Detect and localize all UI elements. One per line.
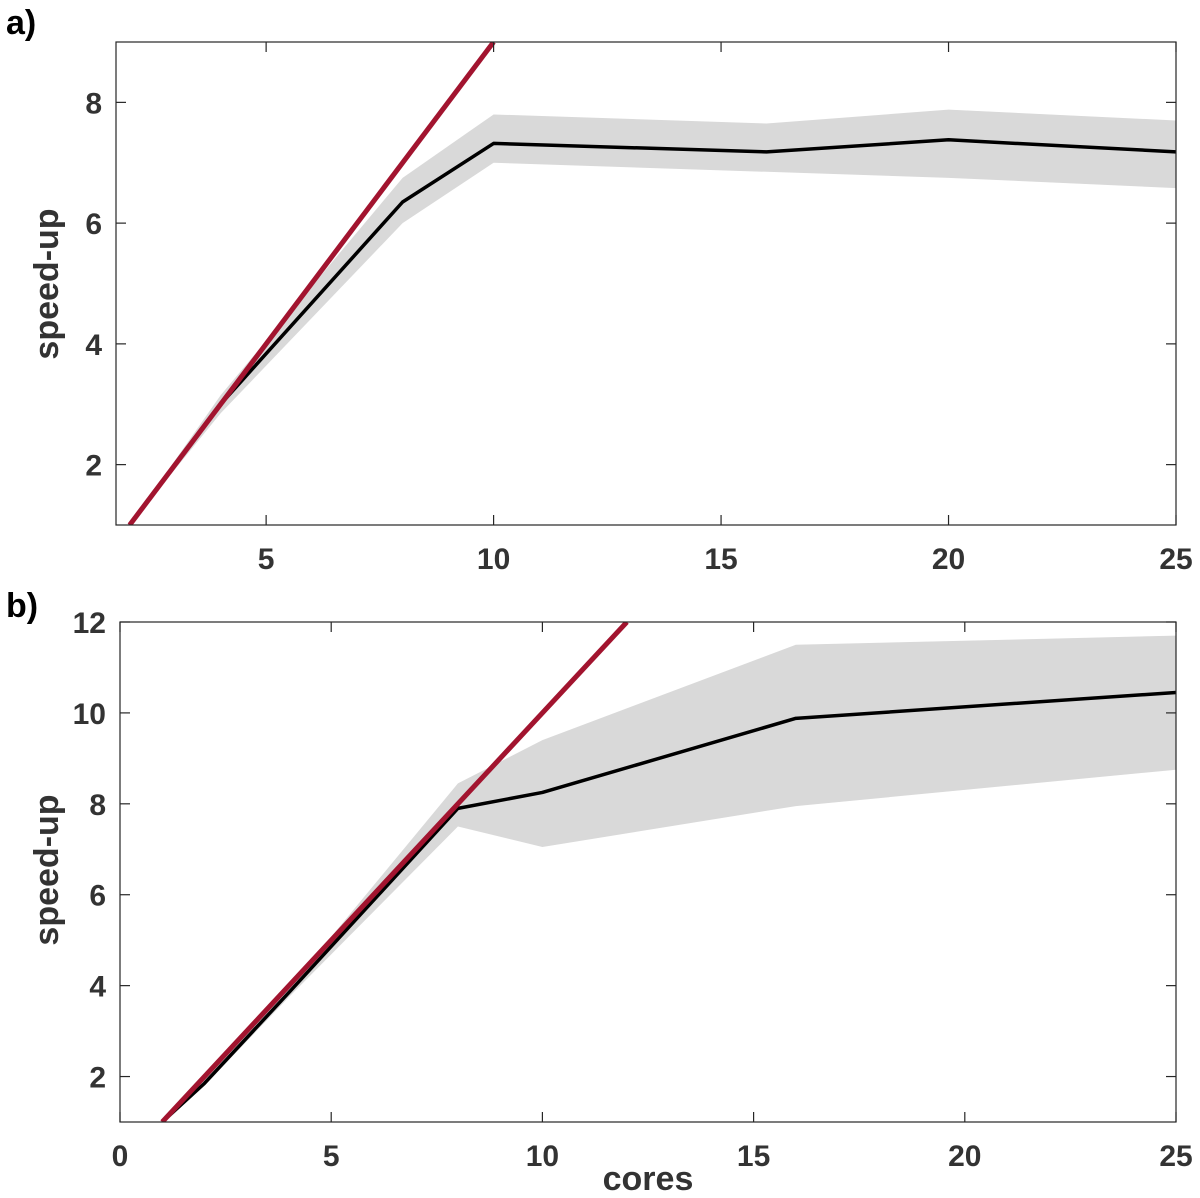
panel-a-label: a)	[6, 4, 36, 42]
panel-b: b) speed-up cores 0 5 10 15 20 25 2 4 6 8 10 12	[6, 587, 1193, 1198]
panel-b-ytick-label: 6	[89, 880, 106, 913]
panel-a-ytick-label: 8	[85, 87, 102, 120]
panel-a-plot-area: 5 10 15 20 25 2 4 6 8	[85, 41, 1193, 576]
panel-b-spread-band	[162, 635, 1176, 1122]
panel-b-xtick-label: 25	[1159, 1140, 1192, 1173]
panel-a-xtick-label: 5	[258, 543, 275, 576]
panel-b-axes-frame	[119, 621, 1177, 1123]
panel-b-ytick-label: 12	[73, 607, 106, 640]
panel-b-xtick-label: 20	[948, 1140, 981, 1173]
panel-b-ytick-label: 4	[89, 971, 106, 1004]
panel-b-xtick-label: 10	[526, 1140, 559, 1173]
panel-a-xtick-label: 20	[932, 543, 965, 576]
panel-b-mean-line	[161, 690, 1176, 1122]
panel-a-xtick-label: 15	[704, 543, 737, 576]
panel-b-xtick-label: 5	[323, 1140, 340, 1173]
panel-b-ylabel: speed-up	[28, 794, 66, 945]
panel-b-ytick-label: 8	[89, 789, 106, 822]
panel-a-xtick-label: 10	[477, 543, 510, 576]
panel-b-plot-area: 0 5 10 15 20 25 2 4 6 8 10 12	[73, 607, 1193, 1173]
panel-b-ideal-line	[160, 622, 629, 1122]
panel-b-xlabel: cores	[603, 1160, 694, 1198]
panel-b-ytick-label: 2	[89, 1062, 106, 1095]
panel-b-label: b)	[6, 587, 38, 625]
panel-b-xtick-label: 15	[737, 1140, 770, 1173]
panel-a-ytick-label: 6	[85, 208, 102, 241]
panel-a-xtick-label: 25	[1159, 543, 1192, 576]
panel-a-mean-line	[128, 138, 1176, 525]
panel-b-ytick-label: 10	[73, 698, 106, 731]
panel-a-ylabel: speed-up	[28, 208, 66, 359]
panel-a: a) speed-up 5 10 15 20 25 2 4 6 8	[6, 4, 1193, 576]
panel-a-ytick-label: 2	[85, 450, 102, 483]
panel-a-ytick-label: 4	[85, 329, 102, 362]
panel-a-ideal-line	[127, 42, 496, 525]
panel-b-xtick-label: 0	[112, 1140, 129, 1173]
panel-a-axes-frame	[115, 41, 1177, 526]
